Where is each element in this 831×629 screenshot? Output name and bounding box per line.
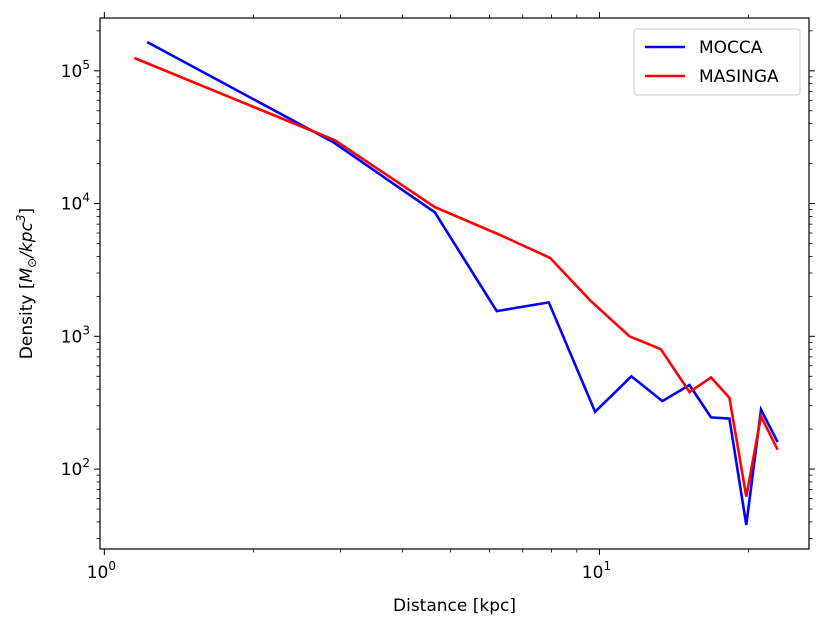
x-tick-label: 101 — [582, 559, 611, 583]
y-axis-label: Density [M⊙/kpc3] — [14, 208, 39, 359]
y-tick-label: 105 — [61, 58, 90, 82]
x-axis-label: Distance [kpc] — [393, 596, 516, 616]
legend-label-mocca: MOCCA — [699, 38, 763, 58]
legend: MOCCA MASINGA — [633, 28, 801, 96]
plot-frame — [99, 17, 810, 550]
y-tick-label: 103 — [61, 323, 90, 347]
legend-label-masinga: MASINGA — [699, 67, 779, 87]
series-layer — [133, 40, 779, 526]
series-line-mocca — [146, 40, 779, 526]
y-tick-label: 104 — [61, 191, 90, 215]
series-line-masinga — [133, 56, 779, 497]
plot-area — [100, 18, 809, 549]
y-tick-label: 102 — [61, 456, 90, 480]
major-ticks: 100 101 102 103 104 105 — [61, 12, 815, 583]
legend-box — [633, 28, 801, 96]
x-tick-label: 100 — [87, 559, 116, 583]
